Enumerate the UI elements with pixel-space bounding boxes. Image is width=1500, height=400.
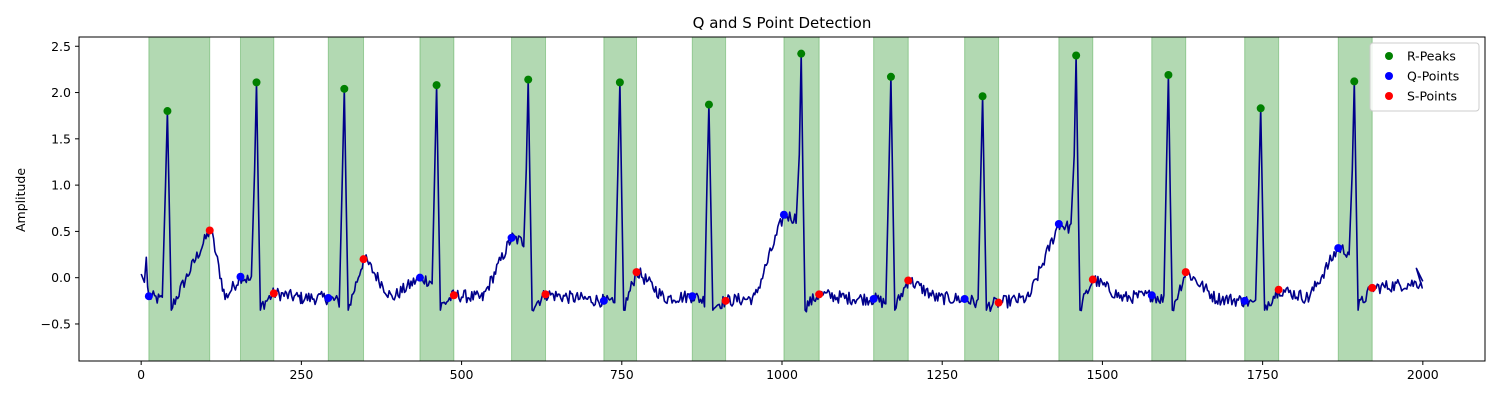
- q-point: [324, 294, 333, 303]
- q-point: [1054, 219, 1063, 228]
- q-point: [779, 210, 788, 219]
- legend-marker: [1385, 72, 1393, 80]
- r-peak-point: [615, 78, 624, 87]
- legend-marker: [1385, 92, 1393, 100]
- highlight-region: [148, 36, 211, 362]
- y-tick-label: 1.0: [51, 178, 71, 193]
- legend-label: Q-Points: [1407, 69, 1459, 84]
- s-point: [815, 290, 824, 299]
- highlight-region: [511, 36, 547, 362]
- s-point: [541, 290, 550, 299]
- q-point: [236, 272, 245, 281]
- r-peak-point: [340, 84, 349, 93]
- legend-box: [1369, 42, 1480, 112]
- s-point: [1181, 268, 1190, 277]
- y-tick-label: 2.5: [51, 39, 71, 54]
- x-axis: 0 250 500 750 1000 1250 1500 1750 2000: [137, 361, 1439, 382]
- r-peak-point: [1072, 51, 1081, 60]
- q-point: [1334, 244, 1343, 253]
- x-tick-label: 1000: [766, 367, 798, 382]
- q-point: [507, 233, 516, 242]
- legend: R-Peaks Q-Points S-Points: [1369, 42, 1480, 112]
- x-tick-label: 750: [610, 367, 634, 382]
- q-point: [415, 273, 424, 282]
- x-tick-label: 1500: [1087, 367, 1119, 382]
- s-point: [721, 296, 730, 305]
- q-point: [599, 296, 608, 305]
- x-tick-label: 1250: [926, 367, 958, 382]
- s-point: [632, 268, 641, 277]
- y-tick-label: 1.5: [51, 131, 71, 146]
- r-peak-point: [1350, 77, 1359, 86]
- s-point: [1088, 275, 1097, 284]
- highlight-region: [1337, 36, 1373, 362]
- legend-label: S-Points: [1407, 89, 1457, 104]
- y-tick-label: −0.5: [41, 316, 71, 331]
- y-tick-label: 2.0: [51, 85, 71, 100]
- x-tick-label: 500: [450, 367, 474, 382]
- highlight-region: [964, 36, 1000, 362]
- legend-marker: [1385, 52, 1393, 60]
- legend-label: R-Peaks: [1407, 49, 1456, 64]
- x-tick-label: 0: [137, 367, 145, 382]
- q-point: [688, 292, 697, 301]
- r-peak-point: [432, 81, 441, 90]
- r-peak-point: [1164, 70, 1173, 79]
- s-point: [904, 276, 913, 285]
- highlight-region: [691, 36, 727, 362]
- q-point: [1147, 291, 1156, 300]
- r-peak-point: [978, 92, 987, 101]
- y-tick-label: 0.5: [51, 224, 71, 239]
- s-point: [205, 226, 214, 235]
- x-tick-label: 2000: [1407, 367, 1439, 382]
- s-point: [994, 298, 1003, 307]
- x-tick-label: 1750: [1247, 367, 1279, 382]
- q-point: [144, 292, 153, 301]
- r-peak-point: [163, 107, 172, 116]
- highlight-regions: [148, 36, 1373, 362]
- y-axis-label: Amplitude: [13, 168, 28, 232]
- detected-points: [144, 49, 1377, 307]
- r-peak-point: [797, 49, 806, 58]
- s-point: [1274, 285, 1283, 294]
- q-point: [1240, 296, 1249, 305]
- r-peak-point: [524, 75, 533, 84]
- r-peak-point: [886, 72, 895, 81]
- y-axis: −0.5 0.0 0.5 1.0 1.5 2.0 2.5: [41, 39, 79, 331]
- q-point: [869, 294, 878, 303]
- y-tick-label: 0.0: [51, 270, 71, 285]
- chart-title: Q and S Point Detection: [693, 14, 872, 32]
- s-point: [449, 291, 458, 300]
- q-point: [960, 294, 969, 303]
- s-point: [1368, 283, 1377, 292]
- x-tick-label: 250: [289, 367, 313, 382]
- s-point: [359, 255, 368, 264]
- r-peak-point: [704, 100, 713, 109]
- r-peak-point: [252, 78, 261, 87]
- r-peak-point: [1256, 104, 1265, 113]
- s-point: [269, 289, 278, 298]
